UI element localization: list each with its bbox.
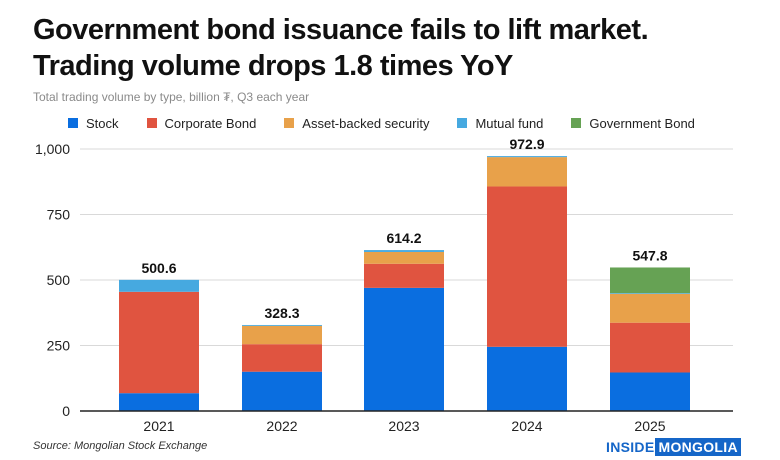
chart-title: Government bond issuance fails to lift m… [33,12,773,84]
bar-chart: 0 250 500 750 1,000 500.6 2021 328.3 2022 614.2 20… [35,136,733,434]
legend-label-mutual-fund: Mutual fund [475,115,544,131]
y-tick-label: 500 [47,272,71,288]
legend-item-government-bond: Government Bond [571,116,695,131]
bar-segment-mutual-fund [487,156,567,158]
bar-segment-stock [610,372,690,411]
bar-total-label: 500.6 [141,260,176,276]
y-tick-label: 0 [62,403,70,419]
y-tick-label: 250 [47,338,71,354]
bar-segment-asset-backed-security [487,157,567,187]
bar-segment-mutual-fund [119,279,199,292]
bar-segment-corporate-bond [119,291,199,394]
bar-segment-mutual-fund [242,324,322,326]
bar-segment-corporate-bond [610,322,690,373]
y-tick-label: 1,000 [35,141,70,157]
bar-segment-corporate-bond [364,263,444,288]
x-tick-label: 2022 [266,418,297,434]
bar-segment-asset-backed-security [610,293,690,323]
x-tick-label: 2021 [143,418,174,434]
legend-item-asset-backed-security: Asset-backed security [284,116,429,131]
source-note: Source: Mongolian Stock Exchange [33,440,208,452]
title-line-2: Trading volume drops 1.8 times YoY [33,50,513,82]
title-line-1: Government bond issuance fails to lift m… [33,14,649,46]
y-tick-label: 750 [47,207,71,223]
brand-logo: INSIDE MONGOLIA [605,437,741,457]
legend-swatch-mutual-fund [457,118,468,128]
x-tick-label: 2024 [511,418,542,434]
legend-item-corporate-bond: Corporate Bond [146,115,257,131]
legend-swatch-government-bond [571,118,582,128]
legend-swatch-corporate-bond [146,118,157,128]
legend-swatch-stock [68,118,78,128]
bar-segment-stock [364,287,444,411]
chart-legend: Stock Corporate Bond Asset-backed security… [68,114,723,132]
bar-total-label: 547.8 [632,247,667,263]
legend-label-stock: Stock [86,115,119,131]
bar-segment-mutual-fund [610,293,690,294]
bar-segment-stock [242,371,322,411]
brand-logo-part2: MONGOLIA [655,438,741,456]
bar-total-label: 328.3 [264,305,299,321]
bar-segment-stock [487,346,567,411]
bar-segment-government-bond [610,267,690,294]
bar-segment-corporate-bond [487,186,567,347]
legend-swatch-asset-backed-security [284,118,295,128]
legend-label-asset-backed-security: Asset-backed security [302,115,430,131]
bar-segment-asset-backed-security [364,251,444,264]
bar-total-label: 614.2 [386,230,421,246]
bar-segment-corporate-bond [242,344,322,372]
legend-label-government-bond: Government Bond [589,115,695,131]
legend-label-corporate-bond: Corporate Bond [164,115,257,131]
legend-item-mutual-fund: Mutual fund [457,116,543,131]
brand-logo-part1: INSIDE [606,439,655,455]
x-tick-label: 2023 [388,418,419,434]
legend-item-stock: Stock [68,116,119,131]
bar-segment-stock [119,393,199,411]
bar-total-label: 972.9 [509,136,544,152]
bar-segment-asset-backed-security [242,325,322,345]
x-tick-label: 2025 [634,418,665,434]
chart-subtitle: Total trading volume by type, billion ₮,… [33,90,310,104]
bar-segment-mutual-fund [364,250,444,252]
